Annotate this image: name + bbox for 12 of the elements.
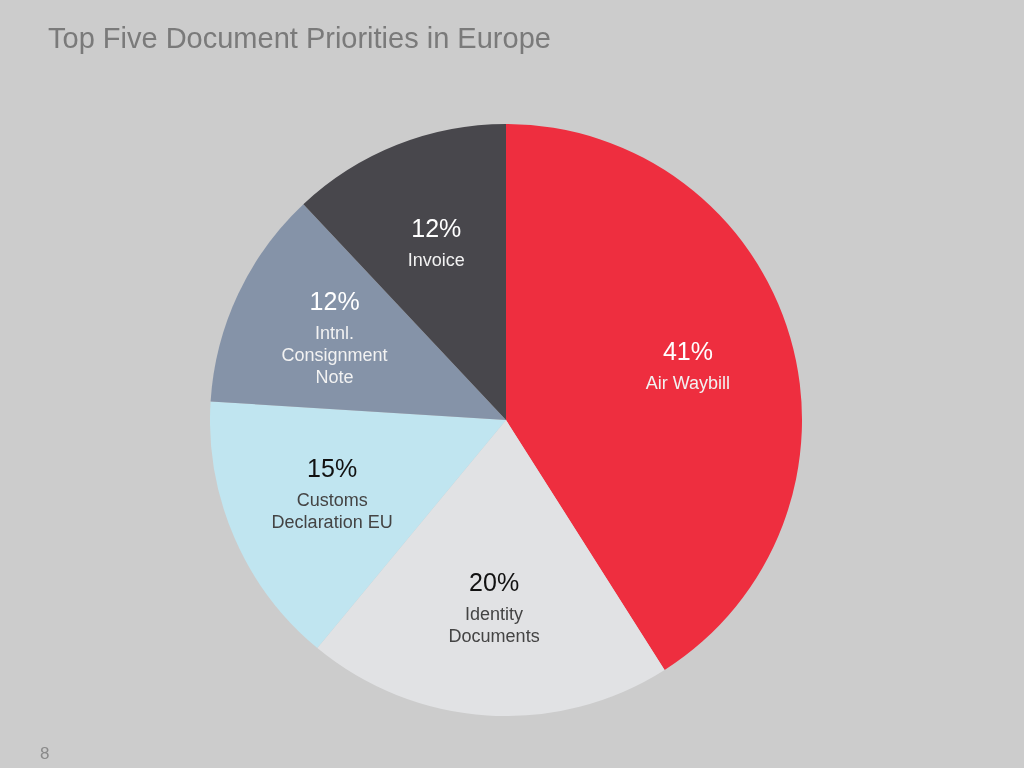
text: 8 bbox=[40, 744, 50, 764]
slice-label: Identity Documents bbox=[448, 604, 540, 647]
data-label: 12% bbox=[309, 287, 360, 316]
slice-label: Intnl. Consignment Note bbox=[281, 323, 388, 388]
data-label: 20% bbox=[469, 567, 520, 596]
chart-title: Top Five Document Priorities in Europe bbox=[48, 22, 551, 55]
data-label: 41% bbox=[662, 337, 713, 366]
data-label: 15% bbox=[307, 454, 358, 483]
slice-label: Customs Declaration EU bbox=[271, 490, 393, 533]
data-label: 12% bbox=[411, 213, 462, 242]
slice-label: Air Waybill bbox=[645, 373, 731, 394]
slice-label: Invoice bbox=[407, 249, 465, 270]
